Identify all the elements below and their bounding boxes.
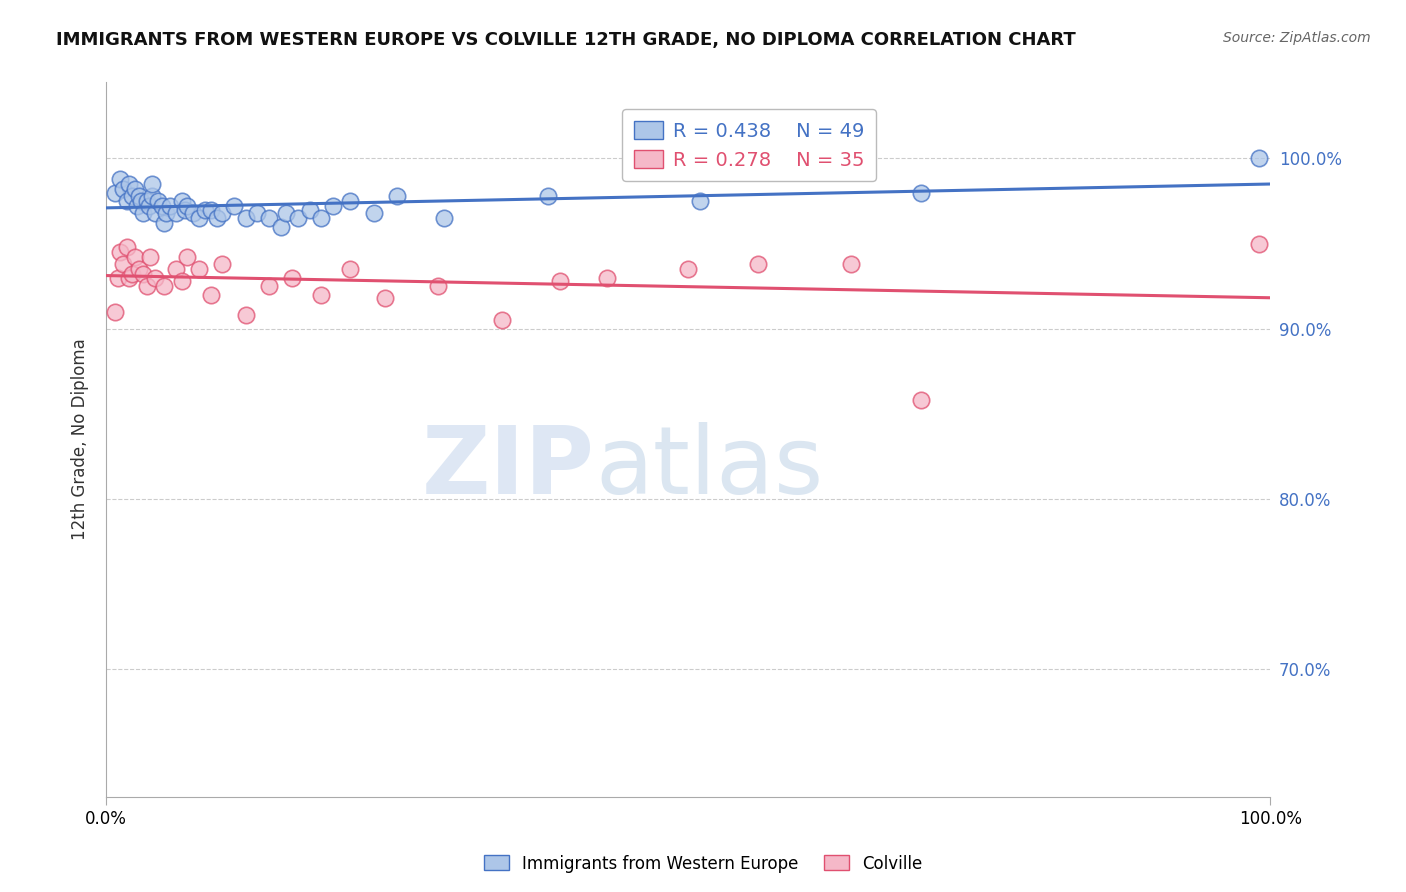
Point <box>426 279 449 293</box>
Text: ZIP: ZIP <box>422 422 595 514</box>
Point <box>222 199 245 213</box>
Point <box>1247 152 1270 166</box>
Point <box>153 279 176 293</box>
Point <box>112 182 135 196</box>
Point <box>839 257 862 271</box>
Point <box>121 267 143 281</box>
Point <box>211 206 233 220</box>
Point <box>235 308 257 322</box>
Point <box>188 211 211 225</box>
Point <box>127 199 149 213</box>
Point <box>322 199 344 213</box>
Point <box>124 182 146 196</box>
Point <box>174 202 197 217</box>
Point <box>548 274 571 288</box>
Point <box>910 186 932 200</box>
Point <box>298 202 321 217</box>
Point <box>194 202 217 217</box>
Point <box>374 291 396 305</box>
Legend: Immigrants from Western Europe, Colville: Immigrants from Western Europe, Colville <box>477 848 929 880</box>
Text: atlas: atlas <box>595 422 824 514</box>
Point <box>246 206 269 220</box>
Y-axis label: 12th Grade, No Diploma: 12th Grade, No Diploma <box>72 338 89 541</box>
Point <box>910 393 932 408</box>
Point <box>121 189 143 203</box>
Point <box>118 270 141 285</box>
Point <box>181 206 204 220</box>
Point <box>170 274 193 288</box>
Point <box>115 194 138 208</box>
Point <box>104 186 127 200</box>
Point <box>165 206 187 220</box>
Point <box>200 287 222 301</box>
Point <box>385 189 408 203</box>
Point <box>135 194 157 208</box>
Point <box>270 219 292 234</box>
Point <box>205 211 228 225</box>
Point <box>128 262 150 277</box>
Point <box>128 189 150 203</box>
Point <box>104 304 127 318</box>
Point <box>155 206 177 220</box>
Point <box>129 194 152 208</box>
Point <box>287 211 309 225</box>
Point <box>1247 236 1270 251</box>
Point <box>138 199 160 213</box>
Point <box>132 206 155 220</box>
Point <box>107 270 129 285</box>
Point <box>143 206 166 220</box>
Point <box>676 262 699 277</box>
Point <box>311 211 333 225</box>
Point <box>276 206 298 220</box>
Point <box>235 211 257 225</box>
Point <box>257 211 280 225</box>
Point <box>433 211 456 225</box>
Point <box>747 257 769 271</box>
Point <box>311 287 333 301</box>
Point <box>108 172 131 186</box>
Point <box>141 177 163 191</box>
Point <box>257 279 280 293</box>
Point <box>118 177 141 191</box>
Point <box>339 194 361 208</box>
Point <box>363 206 385 220</box>
Point <box>148 194 170 208</box>
Point <box>150 199 173 213</box>
Point <box>143 270 166 285</box>
Text: IMMIGRANTS FROM WESTERN EUROPE VS COLVILLE 12TH GRADE, NO DIPLOMA CORRELATION CH: IMMIGRANTS FROM WESTERN EUROPE VS COLVIL… <box>56 31 1076 49</box>
Point <box>153 216 176 230</box>
Point <box>211 257 233 271</box>
Point <box>108 245 131 260</box>
Point <box>141 189 163 203</box>
Point <box>165 262 187 277</box>
Point <box>339 262 361 277</box>
Point <box>281 270 304 285</box>
Point <box>595 270 617 285</box>
Point <box>115 240 138 254</box>
Point <box>159 199 181 213</box>
Point <box>170 194 193 208</box>
Point <box>112 257 135 271</box>
Legend: R = 0.438    N = 49, R = 0.278    N = 35: R = 0.438 N = 49, R = 0.278 N = 35 <box>623 110 876 181</box>
Point <box>176 250 198 264</box>
Point <box>537 189 560 203</box>
Point <box>176 199 198 213</box>
Point <box>200 202 222 217</box>
Point <box>135 279 157 293</box>
Point <box>689 194 711 208</box>
Point <box>139 250 162 264</box>
Text: Source: ZipAtlas.com: Source: ZipAtlas.com <box>1223 31 1371 45</box>
Point <box>188 262 211 277</box>
Point <box>124 250 146 264</box>
Point <box>132 267 155 281</box>
Point <box>491 313 513 327</box>
